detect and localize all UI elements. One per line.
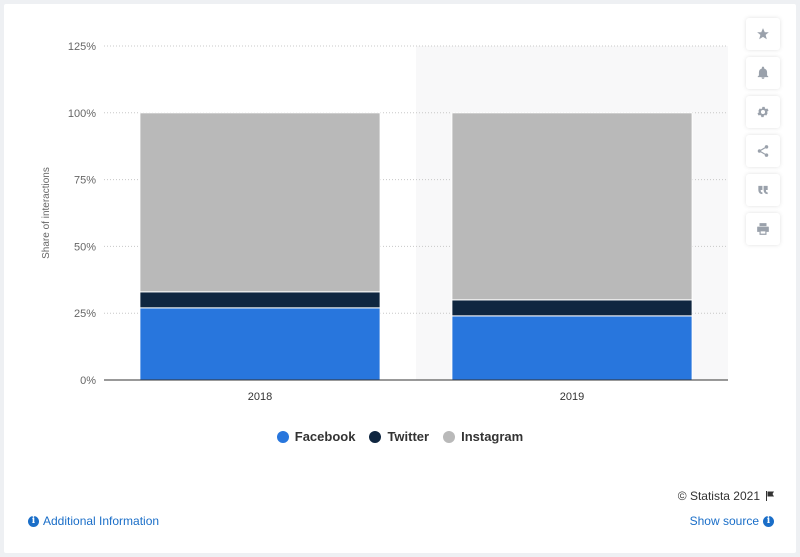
bell-icon [757,66,769,79]
info-icon: i [28,515,39,527]
print-button[interactable] [746,213,780,245]
bar-segment-instagram[interactable] [139,112,381,293]
x-tick-label: 2018 [248,391,272,403]
show-source-link[interactable]: Show source i [690,514,774,528]
bar-segment-twitter[interactable] [139,291,381,309]
show-source-label: Show source [689,514,759,528]
flag-icon[interactable] [764,490,776,502]
legend-item-instagram[interactable]: Instagram [443,429,523,444]
chart-legend: Facebook Twitter Instagram [4,429,796,444]
legend-marker [276,430,289,443]
x-tick-label: 2019 [560,391,584,403]
y-tick-label: 50% [74,241,96,253]
additional-information-link[interactable]: i Additional Information [28,514,159,528]
y-tick-label: 125% [68,41,96,53]
settings-button[interactable] [746,96,780,128]
favorite-button[interactable] [746,18,780,50]
chart-toolbar [746,18,780,245]
legend-label: Facebook [294,429,356,444]
bar-segment-facebook[interactable] [451,315,693,381]
legend-item-facebook[interactable]: Facebook [276,429,356,444]
share-button[interactable] [746,135,780,167]
bar-segment-twitter[interactable] [451,299,693,317]
bar-segment-instagram[interactable] [451,112,693,301]
share-icon [757,145,769,157]
y-tick-label: 25% [74,308,96,320]
bar-segment-facebook[interactable] [139,307,381,381]
legend-marker [443,430,456,443]
stacked-bar-chart: 0% 25% 50% 75% 100% 125% Share of interactions… [41,41,728,403]
copyright: © Statista 2021 [678,489,776,503]
quote-icon [758,185,768,195]
chart-card: 0% 25% 50% 75% 100% 125% Share of interactions… [4,4,796,553]
star-icon [757,28,769,40]
legend-item-twitter[interactable]: Twitter [369,429,429,444]
y-tick-label: 100% [68,108,96,120]
legend-label: Twitter [387,429,430,444]
cite-button[interactable] [746,174,780,206]
print-icon [757,223,769,235]
legend-label: Instagram [461,429,524,444]
y-tick-label: 0% [80,375,96,387]
copyright-text: © Statista 2021 [677,489,760,503]
y-tick-label: 75% [74,175,96,187]
info-icon: i [763,515,774,527]
notification-button[interactable] [746,57,780,89]
legend-marker [369,430,382,443]
additional-information-label: Additional Information [43,514,160,528]
gear-icon [757,106,769,118]
y-axis-title: Share of interactions [41,167,52,259]
